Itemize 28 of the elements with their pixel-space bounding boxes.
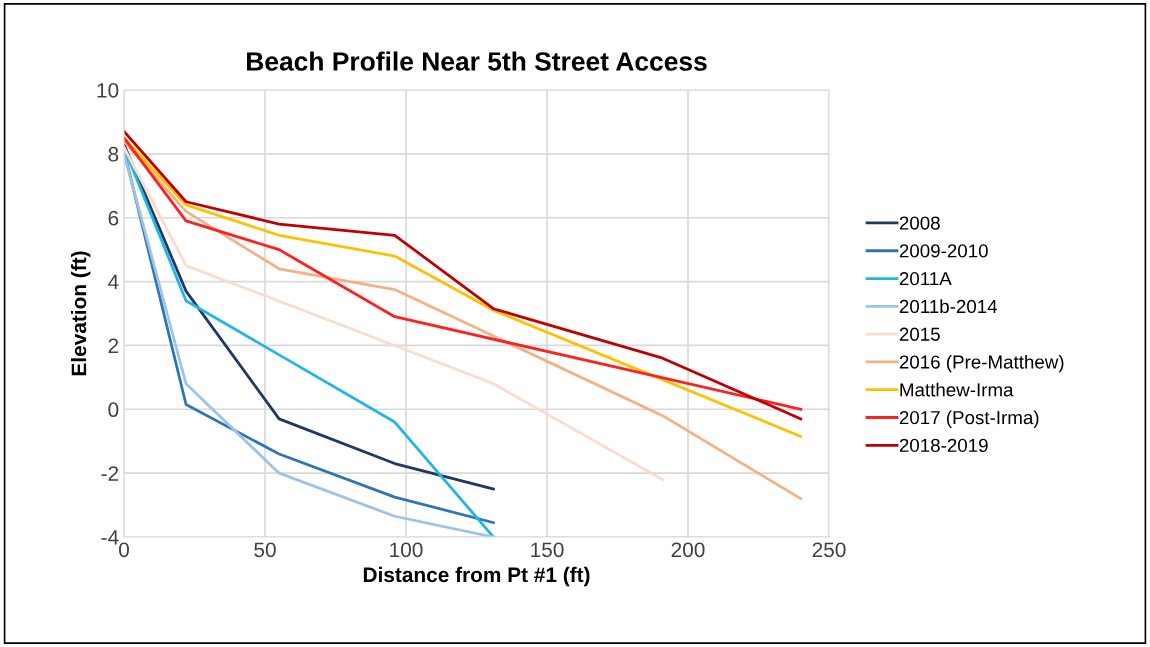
legend-label: 2008 [899,216,940,230]
y-tick-label: 10 [97,83,119,98]
legend-label: 2011A [899,272,952,286]
legend-label: 2009-2010 [899,244,988,258]
y-tick-label: -2 [101,466,119,481]
legend-label: 2018-2019 [899,438,988,453]
x-tick-label: 0 [119,542,129,558]
legend-label: 2016 (Pre-Matthew) [899,354,1064,373]
legend-label: 2017 (Post-Irma) [899,410,1039,428]
y-tick-label: 6 [108,210,119,226]
x-tick-label: 250 [812,542,846,558]
legend-label: Matthew-Irma [900,382,1014,397]
x-tick-label: 100 [390,542,423,558]
x-axis-title: Distance from Pt #1 (ft) [363,566,590,587]
y-tick-label: 8 [108,146,119,162]
line-series [124,139,803,501]
x-tick-label: 50 [254,542,276,558]
y-tick-label: -4 [101,530,119,545]
x-tick-label: 200 [671,542,705,558]
y-tick-label: 2 [108,338,119,353]
chart-title: Beach Profile Near 5th Street Access [247,51,707,71]
legend-label: 2015 [899,327,940,341]
y-tick-label: 0 [108,402,119,418]
y-tick-label: 4 [108,274,119,290]
x-tick-label: 150 [531,542,564,558]
legend-label: 2011b-2014 [899,299,998,314]
line-series [124,146,665,481]
y-axis-title: Elevation (ft) [70,251,91,376]
